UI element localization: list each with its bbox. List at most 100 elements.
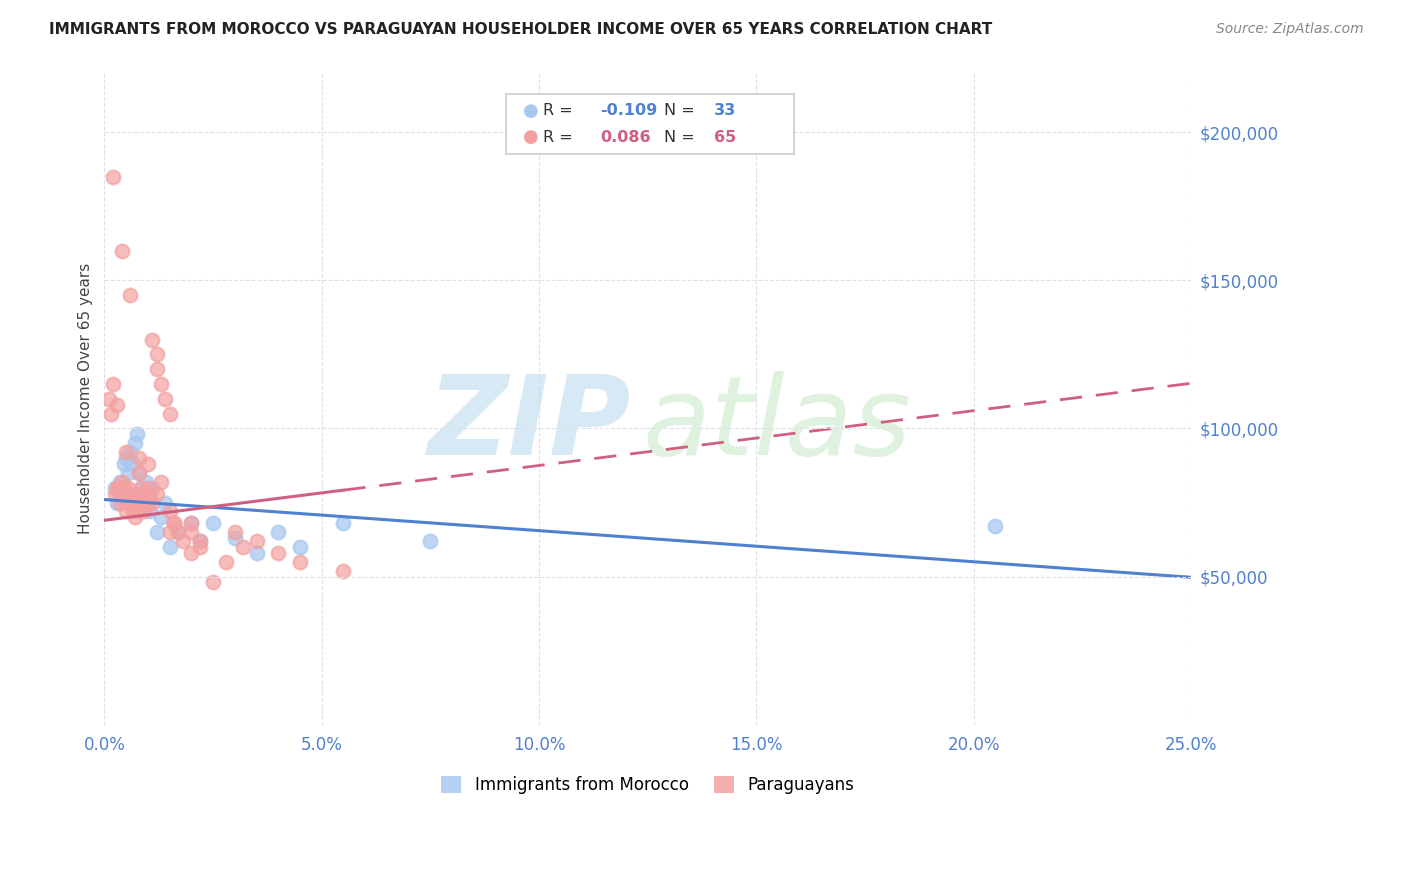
Point xyxy=(128,495,150,509)
Point xyxy=(139,486,162,500)
Point xyxy=(117,466,139,480)
Point xyxy=(188,534,211,549)
Point xyxy=(149,510,172,524)
Text: 65: 65 xyxy=(714,130,737,145)
Point xyxy=(419,534,441,549)
Point xyxy=(180,525,202,540)
Point xyxy=(159,540,181,554)
Point xyxy=(132,486,155,500)
Point xyxy=(104,481,127,495)
Point xyxy=(100,407,122,421)
Point xyxy=(128,466,150,480)
Point xyxy=(131,481,153,495)
Point xyxy=(139,504,162,518)
Point xyxy=(159,407,181,421)
Point xyxy=(155,495,177,509)
Point xyxy=(180,516,202,531)
Point xyxy=(131,481,153,495)
Point xyxy=(125,427,148,442)
Text: ●: ● xyxy=(523,102,538,120)
Point xyxy=(136,495,159,509)
Point xyxy=(124,436,146,450)
Point xyxy=(104,486,127,500)
Text: ZIP: ZIP xyxy=(427,371,631,478)
Point xyxy=(124,510,146,524)
Point xyxy=(107,495,129,509)
Point xyxy=(136,481,159,495)
Point xyxy=(145,525,167,540)
Point xyxy=(149,377,172,392)
Point xyxy=(112,457,135,471)
Point xyxy=(141,333,163,347)
Point xyxy=(984,519,1007,533)
Point xyxy=(332,564,354,578)
Point xyxy=(141,495,163,509)
Point xyxy=(332,516,354,531)
Point xyxy=(112,481,135,495)
Point xyxy=(188,540,211,554)
Point xyxy=(245,546,267,560)
Point xyxy=(202,516,225,531)
Point xyxy=(108,475,131,489)
Point xyxy=(159,525,181,540)
Point xyxy=(132,504,155,518)
Point xyxy=(224,531,246,545)
Point xyxy=(202,575,225,590)
Point xyxy=(108,495,131,509)
Point xyxy=(120,486,142,500)
Text: -0.109: -0.109 xyxy=(600,103,658,118)
Point xyxy=(224,525,246,540)
Point xyxy=(101,169,124,184)
Text: 33: 33 xyxy=(714,103,737,118)
Point xyxy=(115,495,138,509)
Text: R =: R = xyxy=(543,130,578,145)
Point xyxy=(245,534,267,549)
Point xyxy=(145,347,167,361)
Point xyxy=(97,392,120,406)
Point xyxy=(132,495,155,509)
Text: R =: R = xyxy=(543,103,578,118)
Point xyxy=(267,525,290,540)
Point xyxy=(136,495,159,509)
Point xyxy=(117,481,139,495)
Point xyxy=(155,392,177,406)
Point xyxy=(288,555,311,569)
Point xyxy=(111,486,134,500)
Text: Source: ZipAtlas.com: Source: ZipAtlas.com xyxy=(1216,22,1364,37)
Point xyxy=(115,486,138,500)
Text: N =: N = xyxy=(664,130,700,145)
Point xyxy=(180,546,202,560)
Point xyxy=(163,516,186,531)
Point xyxy=(215,555,238,569)
Point xyxy=(135,486,157,500)
Point xyxy=(107,481,129,495)
Point xyxy=(172,534,194,549)
Point xyxy=(136,457,159,471)
Point xyxy=(121,504,143,518)
Point xyxy=(167,525,190,540)
Text: ●: ● xyxy=(523,128,538,146)
Point xyxy=(163,516,186,531)
Point xyxy=(180,516,202,531)
Point xyxy=(145,362,167,376)
Y-axis label: Householder Income Over 65 years: Householder Income Over 65 years xyxy=(79,263,93,534)
Point xyxy=(120,288,142,302)
Text: IMMIGRANTS FROM MOROCCO VS PARAGUAYAN HOUSEHOLDER INCOME OVER 65 YEARS CORRELATI: IMMIGRANTS FROM MOROCCO VS PARAGUAYAN HO… xyxy=(49,22,993,37)
Legend: Immigrants from Morocco, Paraguayans: Immigrants from Morocco, Paraguayans xyxy=(434,770,860,801)
Point xyxy=(159,504,181,518)
Text: 0.086: 0.086 xyxy=(600,130,651,145)
Point xyxy=(267,546,290,560)
Point xyxy=(128,504,150,518)
Point xyxy=(120,495,142,509)
Point xyxy=(124,495,146,509)
Point xyxy=(115,504,138,518)
Point xyxy=(135,475,157,489)
Point xyxy=(232,540,254,554)
Text: N =: N = xyxy=(664,103,700,118)
Point xyxy=(145,486,167,500)
Point xyxy=(120,445,142,459)
Point xyxy=(288,540,311,554)
Point xyxy=(115,445,138,459)
Point xyxy=(101,377,124,392)
Point xyxy=(167,525,190,540)
